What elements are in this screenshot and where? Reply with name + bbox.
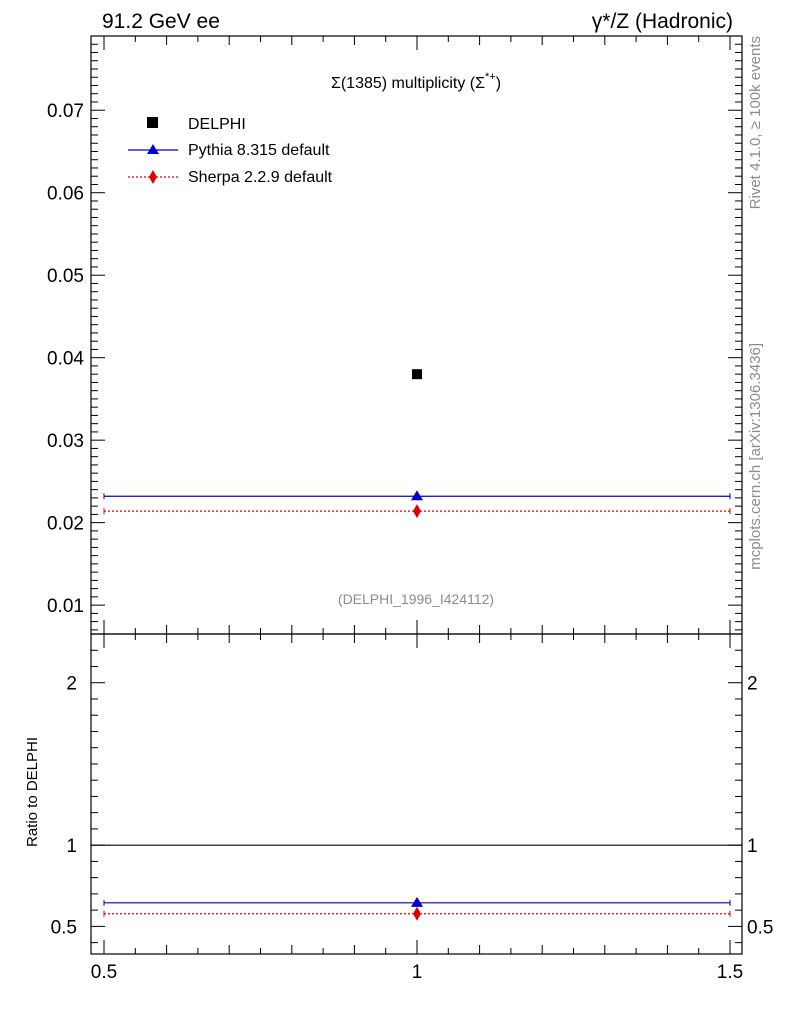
- ratio-ylabel: Ratio to DELPHI: [24, 737, 41, 847]
- y-tick-label: 0.06: [47, 184, 84, 205]
- y-tick-label: 0.01: [47, 596, 84, 617]
- y-tick-label: 0.03: [47, 431, 84, 452]
- ratio-y-tick-label: 1: [66, 836, 77, 857]
- analysis-id: (DELPHI_1996_I424112): [338, 591, 494, 607]
- axes-layer: 0.01 0.02 0.03 0.04 0.05 0.06 0.07 0.5 1 1.5 0.5 0.…: [47, 36, 773, 983]
- energy-label: 91.2 GeV ee: [102, 10, 220, 33]
- chart-title: Σ(1385) multiplicity (Σ*+): [331, 71, 501, 92]
- legend-label-pythia: Pythia 8.315 default: [188, 142, 330, 159]
- ratio-point-sherpa: [413, 906, 421, 921]
- chart-title-sup: *+: [485, 71, 496, 83]
- y-tick-label: 0.04: [47, 349, 84, 370]
- mcplots-label: mcplots.cern.ch [arXiv:1306.3436]: [747, 343, 764, 570]
- rivet-label: Rivet 4.1.0, ≥ 100k events: [747, 36, 764, 209]
- ratio-y-tick-label: 0.5: [51, 917, 77, 938]
- y-tick-label: 0.05: [47, 266, 84, 287]
- chart-title-main: Σ(1385) multiplicity (Σ: [331, 75, 485, 92]
- ratio-y-tick-label-right: 1: [747, 836, 758, 857]
- x-tick-label: 0.5: [91, 962, 117, 983]
- legend-label-delphi: DELPHI: [188, 116, 246, 133]
- legend: DELPHI Pythia 8.315 default Sherpa 2.2.9…: [128, 116, 333, 186]
- main-point-sherpa: [413, 504, 421, 519]
- legend-label-sherpa: Sherpa 2.2.9 default: [188, 169, 333, 186]
- x-tick-label: 1: [412, 962, 423, 983]
- ratio-y-tick-label-right: 0.5: [747, 917, 773, 938]
- legend-marker-delphi: [147, 117, 158, 128]
- marks-layer: [91, 369, 742, 921]
- process-label: γ*/Z (Hadronic): [592, 10, 733, 33]
- ratio-y-tick-label-right: 2: [747, 674, 758, 695]
- x-tick-label: 1.5: [717, 962, 743, 983]
- legend-marker-sherpa: [149, 170, 157, 184]
- main-point-delphi: [412, 369, 422, 380]
- y-tick-label: 0.02: [47, 514, 84, 535]
- y-tick-label: 0.07: [47, 101, 84, 122]
- ratio-y-tick-label: 2: [66, 674, 77, 695]
- ratio-point-pythia: [411, 896, 423, 907]
- legend-marker-pythia: [147, 144, 159, 154]
- chart-title-close: ): [496, 75, 501, 92]
- main-point-pythia: [411, 490, 423, 501]
